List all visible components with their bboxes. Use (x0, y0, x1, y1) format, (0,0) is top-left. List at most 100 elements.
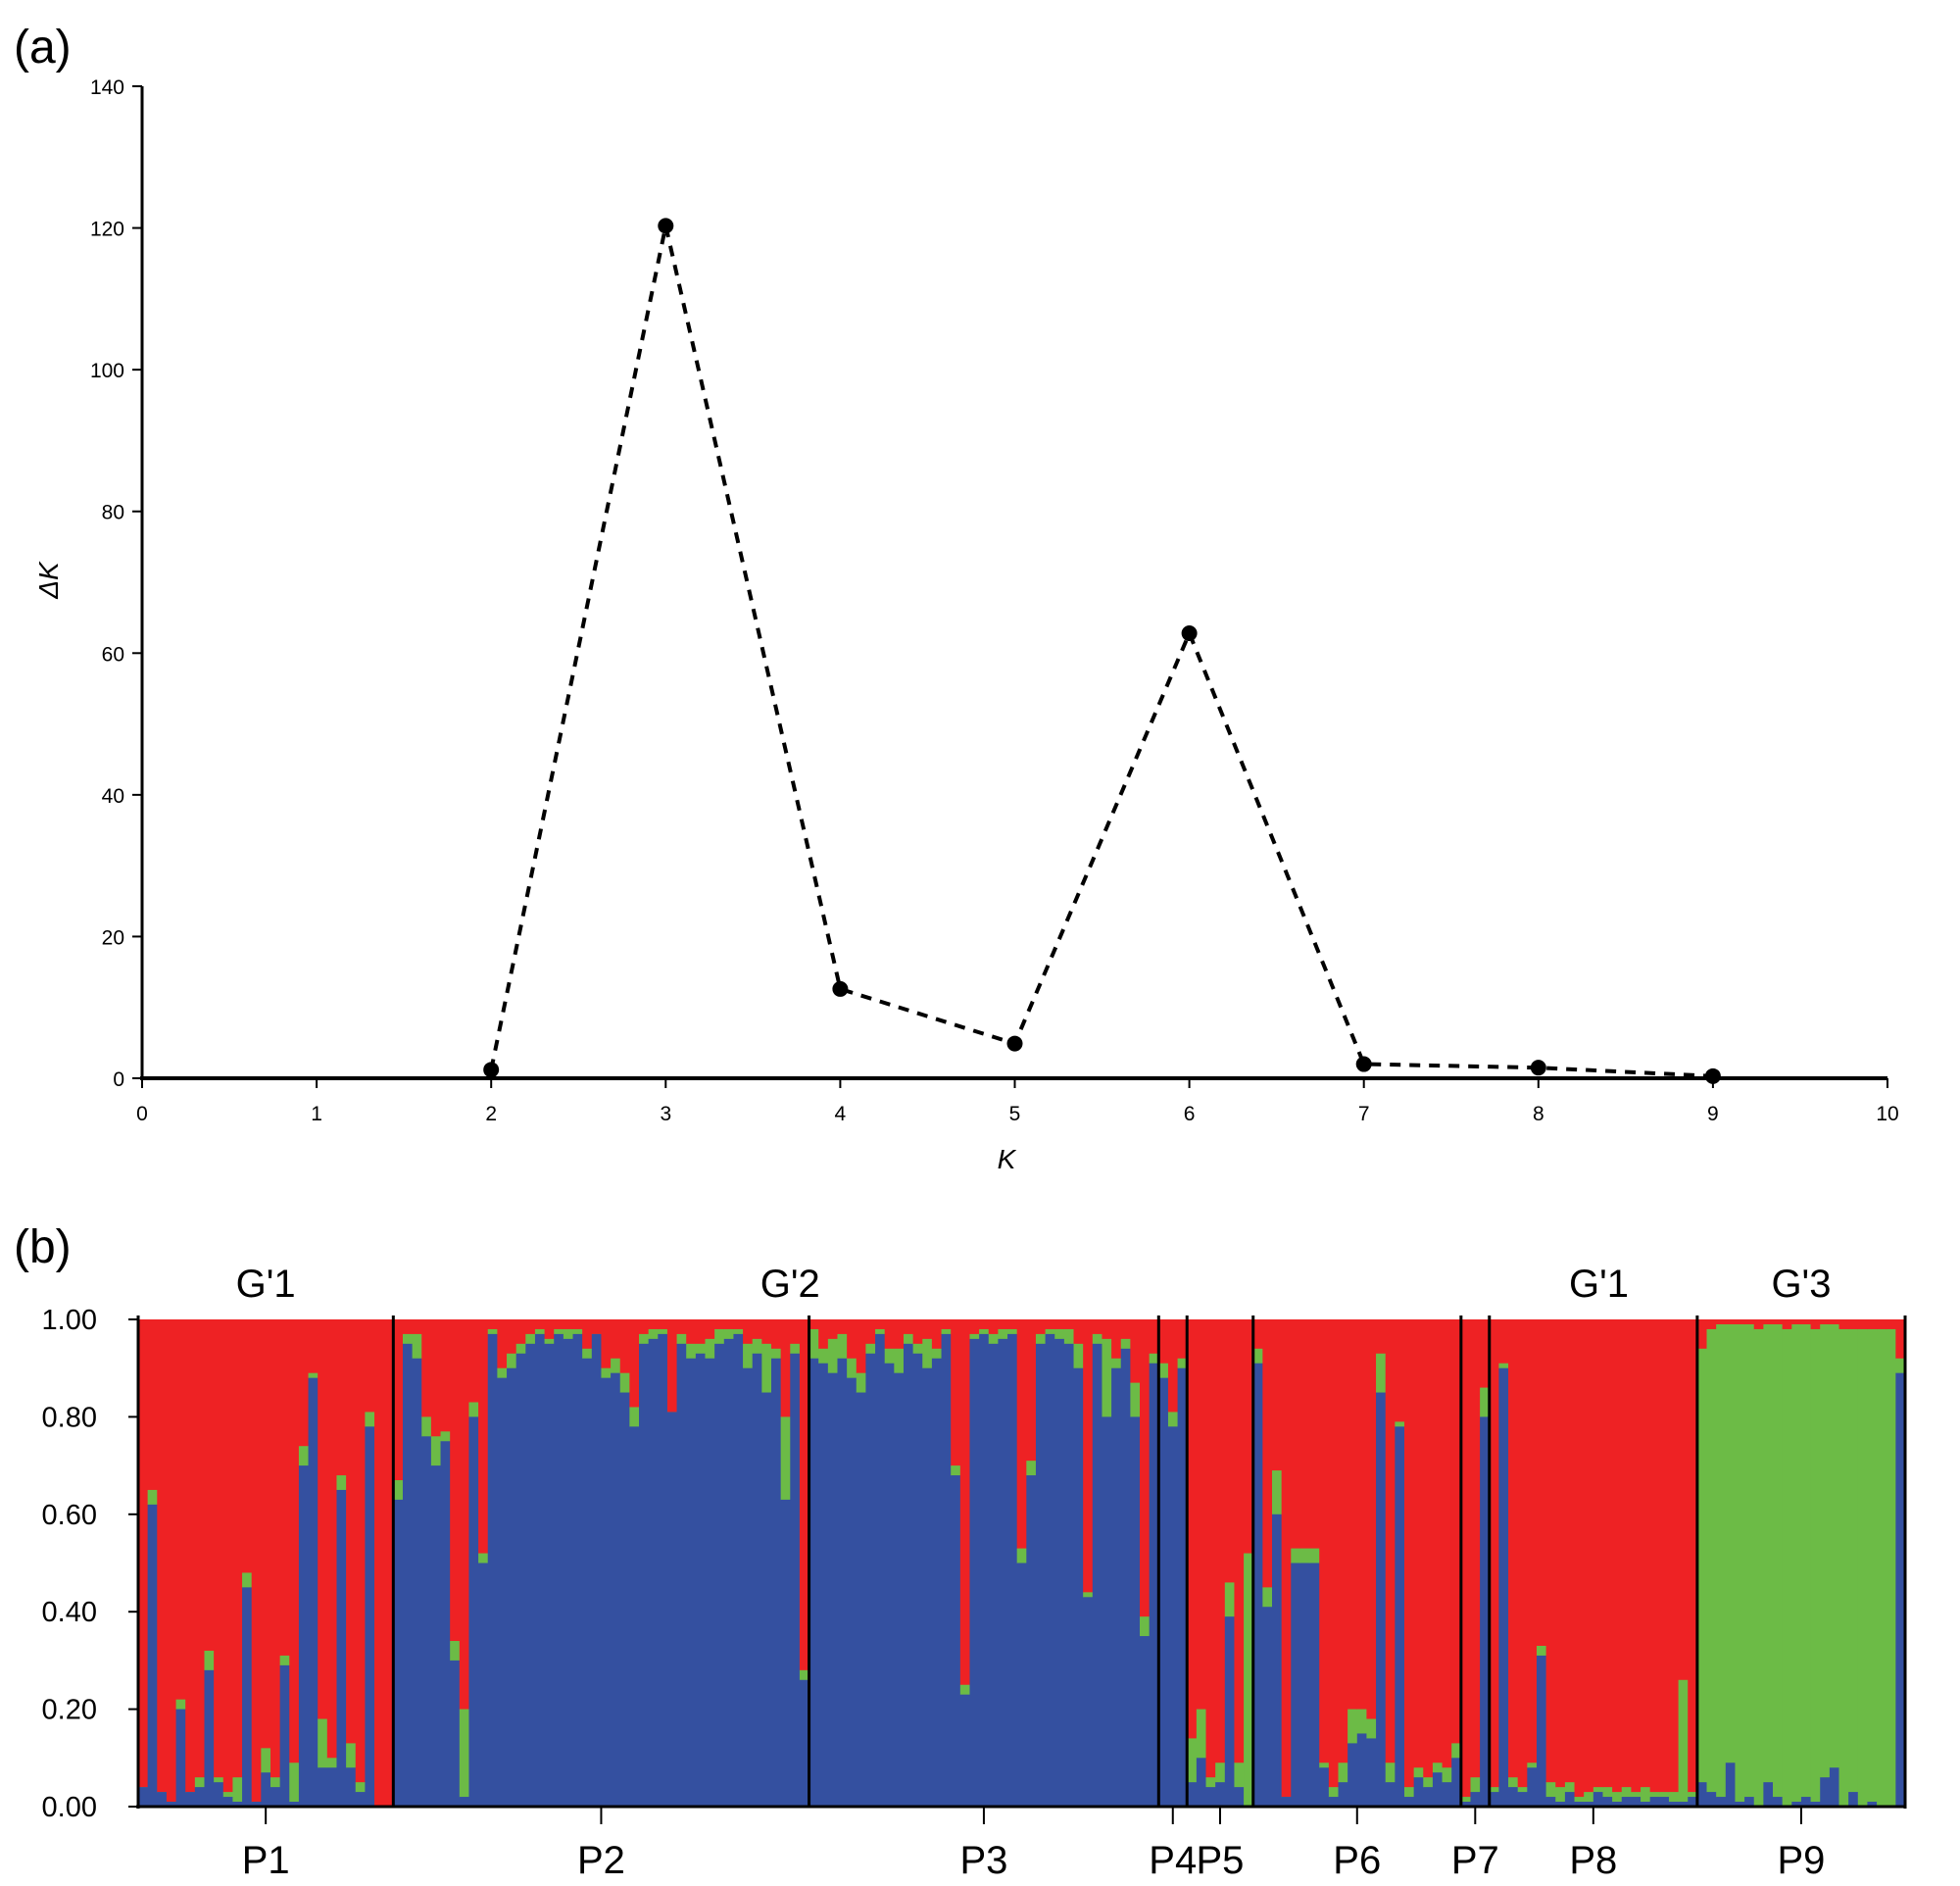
ancestry-bar-red (507, 1319, 517, 1355)
ancestry-bar-red (185, 1319, 196, 1793)
x-tick-label: 4 (835, 1103, 847, 1125)
ancestry-bar-red (1130, 1319, 1141, 1384)
ancestry-bar-green (525, 1333, 536, 1345)
ancestry-bar-red (1810, 1319, 1821, 1330)
ancestry-bar-green (1753, 1328, 1764, 1808)
ancestry-bar-green (270, 1777, 281, 1788)
ancestry-bar-green (1432, 1762, 1444, 1773)
ancestry-bar-red (430, 1319, 442, 1437)
ancestry-bar-green (1867, 1328, 1878, 1803)
ancestry-bar-green (1527, 1762, 1538, 1768)
ancestry-bar-red (1668, 1319, 1680, 1793)
ancestry-bar-red (856, 1319, 867, 1374)
ancestry-bar-red (648, 1319, 659, 1330)
ancestry-bar-blue (166, 1802, 177, 1807)
ancestry-bar-blue (666, 1412, 678, 1807)
ancestry-bar-red (1574, 1319, 1585, 1798)
ancestry-bar-red (1527, 1319, 1538, 1763)
ancestry-bar-red (695, 1319, 707, 1345)
ancestry-bar-red (884, 1319, 895, 1350)
ancestry-bar-red (1895, 1319, 1906, 1360)
ancestry-bar-blue (1281, 1797, 1292, 1807)
population-dividers (391, 1315, 1699, 1807)
ancestry-bar-red (1451, 1319, 1462, 1744)
y-tick-label: 20 (102, 926, 124, 949)
panel-b-axes (136, 1315, 1907, 1809)
ancestry-bar-green (1574, 1797, 1585, 1803)
delta-k-point (1530, 1060, 1546, 1076)
ancestry-bar-blue (1678, 1802, 1689, 1807)
y-tick-label: 120 (90, 219, 124, 241)
ancestry-bar-red (1395, 1319, 1405, 1422)
ancestry-bar-blue (648, 1338, 659, 1807)
ancestry-bar-green (336, 1475, 347, 1491)
panel-a-axes (140, 86, 1887, 1080)
ancestry-bar-green (733, 1328, 744, 1335)
ancestry-bar-red (676, 1319, 687, 1335)
x-tick-label: 2 (485, 1103, 497, 1125)
ancestry-bar-green (1348, 1709, 1358, 1744)
ancestry-bar-red (1177, 1319, 1188, 1360)
ancestry-bar-red (1791, 1319, 1802, 1325)
ancestry-bar-red (222, 1319, 234, 1793)
ancestry-bar-green (1536, 1645, 1547, 1657)
ancestry-bar-blue (1102, 1416, 1112, 1807)
ancestry-bar-red (1612, 1319, 1623, 1793)
ancestry-bar-red (1149, 1319, 1159, 1355)
ancestry-bar-red (1309, 1319, 1320, 1550)
y-tick-label: 100 (90, 360, 124, 382)
ancestry-bar-blue (931, 1358, 943, 1807)
ancestry-bar-red (1564, 1319, 1576, 1783)
ancestry-bar-red (1744, 1319, 1755, 1325)
ancestry-bar-green (298, 1446, 310, 1466)
ancestry-bar-blue (412, 1358, 422, 1807)
ancestry-bar-red (1706, 1319, 1717, 1330)
ancestry-bar-green (1641, 1787, 1651, 1803)
ancestry-bar-red (1489, 1319, 1499, 1788)
ancestry-bar-red (959, 1319, 971, 1686)
ancestry-bar-red (478, 1319, 489, 1555)
ancestry-bar-blue (1413, 1777, 1424, 1807)
ancestry-bar-blue (1725, 1762, 1737, 1807)
ancestry-bar-blue (1366, 1738, 1377, 1807)
ancestry-bar-red (723, 1319, 735, 1330)
group-label: G'1 (1569, 1263, 1629, 1306)
ancestry-bar-red (761, 1319, 772, 1345)
y-tick-label: 60 (102, 643, 124, 666)
ancestry-bar-blue (204, 1669, 215, 1807)
ancestry-bar-blue (1356, 1733, 1368, 1807)
ancestry-bar-blue (714, 1343, 725, 1807)
ancestry-bar-blue (1592, 1792, 1604, 1807)
ancestry-bar-green (487, 1328, 498, 1335)
ancestry-bar-blue (478, 1563, 489, 1807)
ancestry-bar-green (1366, 1718, 1377, 1739)
ancestry-bar-blue (1773, 1797, 1784, 1807)
ancestry-bar-green (1167, 1412, 1179, 1427)
ancestry-bar-red (393, 1319, 404, 1481)
ancestry-bar-red (1517, 1319, 1528, 1788)
ancestry-bar-green (1848, 1328, 1859, 1793)
ancestry-bar-blue (1385, 1782, 1396, 1807)
ancestry-bar-red (497, 1319, 508, 1369)
x-tick-label: 1 (311, 1103, 322, 1125)
ancestry-bar-red (1696, 1319, 1708, 1350)
ancestry-bar-blue (430, 1465, 442, 1807)
ancestry-bar-blue (808, 1358, 819, 1807)
ancestry-bar-red (289, 1319, 300, 1763)
ancestry-bar-red (1649, 1319, 1660, 1793)
ancestry-bar-red (1867, 1319, 1878, 1330)
ancestry-bar-green (421, 1416, 432, 1437)
ancestry-bar-green (1338, 1762, 1348, 1783)
ancestry-bar-green (884, 1348, 895, 1365)
x-tick-label: 3 (660, 1103, 671, 1125)
ancestry-bar-blue (1140, 1636, 1151, 1807)
ancestry-bar-blue (326, 1767, 338, 1807)
ancestry-bar-red (1584, 1319, 1594, 1793)
ancestry-bar-blue (1348, 1743, 1358, 1807)
ancestry-bar-blue (147, 1504, 158, 1807)
ancestry-bar-green (1744, 1323, 1755, 1798)
ancestry-bar-red (1659, 1319, 1670, 1793)
ancestry-bar-blue (752, 1353, 762, 1807)
ancestry-bar-blue (251, 1802, 262, 1807)
ancestry-bar-blue (1328, 1797, 1340, 1807)
